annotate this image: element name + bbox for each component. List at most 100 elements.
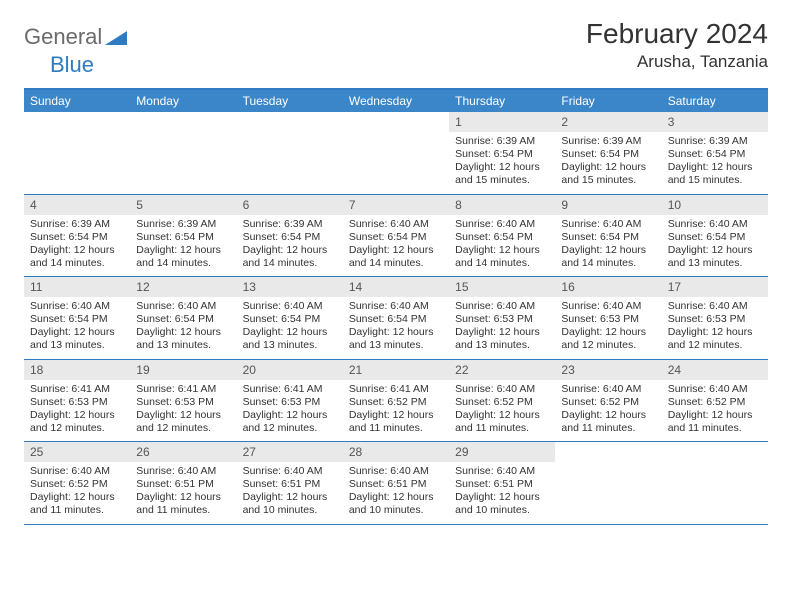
day-cell: 21Sunrise: 6:41 AMSunset: 6:52 PMDayligh… [343,360,449,442]
day-number: 9 [555,195,661,215]
day-header-cell: Wednesday [343,90,449,112]
day-number: 13 [237,277,343,297]
day-cell: 5Sunrise: 6:39 AMSunset: 6:54 PMDaylight… [130,195,236,277]
day-cell: 15Sunrise: 6:40 AMSunset: 6:53 PMDayligh… [449,277,555,359]
week-row: 1Sunrise: 6:39 AMSunset: 6:54 PMDaylight… [24,112,768,195]
day-cell: 18Sunrise: 6:41 AMSunset: 6:53 PMDayligh… [24,360,130,442]
day-data: Sunrise: 6:41 AMSunset: 6:52 PMDaylight:… [343,380,449,442]
day-number [237,112,343,132]
logo-word-1: General [24,24,102,50]
day-data: Sunrise: 6:40 AMSunset: 6:54 PMDaylight:… [24,297,130,359]
day-cell: 16Sunrise: 6:40 AMSunset: 6:53 PMDayligh… [555,277,661,359]
day-cell: 26Sunrise: 6:40 AMSunset: 6:51 PMDayligh… [130,442,236,524]
day-number: 23 [555,360,661,380]
day-data: Sunrise: 6:40 AMSunset: 6:52 PMDaylight:… [449,380,555,442]
day-number: 19 [130,360,236,380]
day-cell: 28Sunrise: 6:40 AMSunset: 6:51 PMDayligh… [343,442,449,524]
day-number: 17 [662,277,768,297]
day-number: 29 [449,442,555,462]
empty-cell [662,442,768,524]
day-data: Sunrise: 6:40 AMSunset: 6:53 PMDaylight:… [449,297,555,359]
day-header-cell: Tuesday [237,90,343,112]
day-cell: 20Sunrise: 6:41 AMSunset: 6:53 PMDayligh… [237,360,343,442]
day-cell: 4Sunrise: 6:39 AMSunset: 6:54 PMDaylight… [24,195,130,277]
day-header-cell: Monday [130,90,236,112]
day-number: 8 [449,195,555,215]
day-cell: 1Sunrise: 6:39 AMSunset: 6:54 PMDaylight… [449,112,555,194]
day-data [555,462,661,520]
day-data: Sunrise: 6:40 AMSunset: 6:54 PMDaylight:… [130,297,236,359]
empty-cell [237,112,343,194]
day-cell: 24Sunrise: 6:40 AMSunset: 6:52 PMDayligh… [662,360,768,442]
day-header-cell: Sunday [24,90,130,112]
logo-triangle-icon [105,29,127,47]
empty-cell [555,442,661,524]
day-data: Sunrise: 6:39 AMSunset: 6:54 PMDaylight:… [237,215,343,277]
day-number: 15 [449,277,555,297]
day-cell: 8Sunrise: 6:40 AMSunset: 6:54 PMDaylight… [449,195,555,277]
day-cell: 25Sunrise: 6:40 AMSunset: 6:52 PMDayligh… [24,442,130,524]
logo-word-2: Blue [50,52,94,77]
day-number: 26 [130,442,236,462]
day-number [130,112,236,132]
day-number: 5 [130,195,236,215]
week-row: 4Sunrise: 6:39 AMSunset: 6:54 PMDaylight… [24,195,768,278]
day-number: 16 [555,277,661,297]
day-number: 28 [343,442,449,462]
day-cell: 9Sunrise: 6:40 AMSunset: 6:54 PMDaylight… [555,195,661,277]
day-cell: 2Sunrise: 6:39 AMSunset: 6:54 PMDaylight… [555,112,661,194]
day-header-cell: Friday [555,90,661,112]
day-cell: 14Sunrise: 6:40 AMSunset: 6:54 PMDayligh… [343,277,449,359]
day-number: 10 [662,195,768,215]
day-data: Sunrise: 6:41 AMSunset: 6:53 PMDaylight:… [237,380,343,442]
day-data [237,132,343,190]
day-data: Sunrise: 6:40 AMSunset: 6:54 PMDaylight:… [449,215,555,277]
day-data: Sunrise: 6:40 AMSunset: 6:54 PMDaylight:… [343,297,449,359]
day-cell: 10Sunrise: 6:40 AMSunset: 6:54 PMDayligh… [662,195,768,277]
day-data [130,132,236,190]
day-cell: 19Sunrise: 6:41 AMSunset: 6:53 PMDayligh… [130,360,236,442]
day-data: Sunrise: 6:41 AMSunset: 6:53 PMDaylight:… [24,380,130,442]
day-number: 6 [237,195,343,215]
day-data: Sunrise: 6:41 AMSunset: 6:53 PMDaylight:… [130,380,236,442]
day-number: 2 [555,112,661,132]
day-number: 27 [237,442,343,462]
day-number [24,112,130,132]
day-data: Sunrise: 6:40 AMSunset: 6:51 PMDaylight:… [343,462,449,524]
day-data: Sunrise: 6:40 AMSunset: 6:54 PMDaylight:… [555,215,661,277]
day-number: 12 [130,277,236,297]
day-data: Sunrise: 6:40 AMSunset: 6:54 PMDaylight:… [237,297,343,359]
day-cell: 3Sunrise: 6:39 AMSunset: 6:54 PMDaylight… [662,112,768,194]
day-number: 7 [343,195,449,215]
day-data: Sunrise: 6:39 AMSunset: 6:54 PMDaylight:… [555,132,661,194]
day-data: Sunrise: 6:39 AMSunset: 6:54 PMDaylight:… [130,215,236,277]
day-data: Sunrise: 6:39 AMSunset: 6:54 PMDaylight:… [24,215,130,277]
day-header-row: SundayMondayTuesdayWednesdayThursdayFrid… [24,90,768,112]
day-number: 4 [24,195,130,215]
day-number [555,442,661,462]
day-number: 3 [662,112,768,132]
week-row: 11Sunrise: 6:40 AMSunset: 6:54 PMDayligh… [24,277,768,360]
day-header-cell: Saturday [662,90,768,112]
logo: General [24,18,129,50]
day-data: Sunrise: 6:39 AMSunset: 6:54 PMDaylight:… [662,132,768,194]
day-number [343,112,449,132]
day-number: 25 [24,442,130,462]
day-number: 11 [24,277,130,297]
day-cell: 17Sunrise: 6:40 AMSunset: 6:53 PMDayligh… [662,277,768,359]
empty-cell [343,112,449,194]
day-cell: 11Sunrise: 6:40 AMSunset: 6:54 PMDayligh… [24,277,130,359]
day-data: Sunrise: 6:40 AMSunset: 6:53 PMDaylight:… [555,297,661,359]
day-number: 1 [449,112,555,132]
week-row: 25Sunrise: 6:40 AMSunset: 6:52 PMDayligh… [24,442,768,525]
day-number: 24 [662,360,768,380]
day-number [662,442,768,462]
title-block: February 2024 Arusha, Tanzania [586,18,768,72]
empty-cell [130,112,236,194]
day-data: Sunrise: 6:40 AMSunset: 6:51 PMDaylight:… [130,462,236,524]
empty-cell [24,112,130,194]
week-row: 18Sunrise: 6:41 AMSunset: 6:53 PMDayligh… [24,360,768,443]
day-number: 21 [343,360,449,380]
day-data: Sunrise: 6:40 AMSunset: 6:52 PMDaylight:… [555,380,661,442]
day-cell: 6Sunrise: 6:39 AMSunset: 6:54 PMDaylight… [237,195,343,277]
